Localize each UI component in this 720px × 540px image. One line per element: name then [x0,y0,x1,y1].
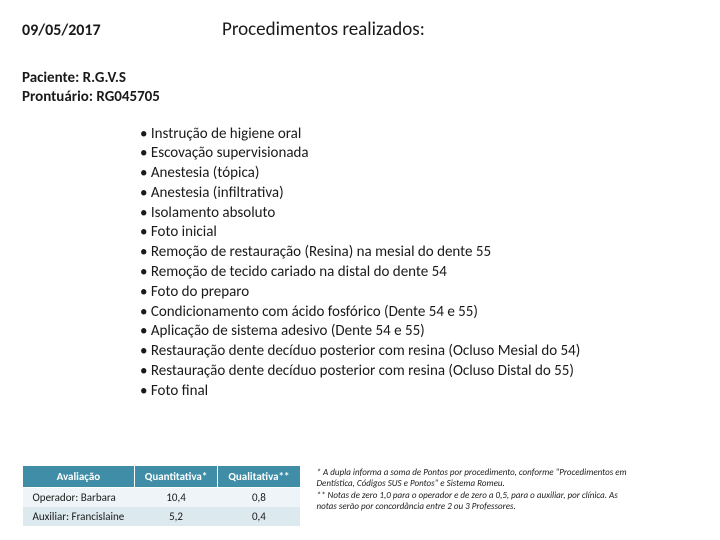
col-header: Avaliação [23,466,135,488]
cell: 10,4 [134,488,218,508]
footnote-1: * A dupla informa a soma de Pontos por p… [317,467,637,490]
list-item: Remoção de restauração (Resina) na mesia… [140,243,698,263]
evaluation-table: Avaliação Quantitativa* Qualitativa** Op… [22,465,301,526]
list-item: Escovação supervisionada [140,144,698,164]
table-row: Operador: Barbara 10,4 0,8 [23,488,301,508]
list-item: Restauração dente decíduo posterior com … [140,342,698,362]
table-row: Auxiliar: Francislaine 5,2 0,4 [23,507,301,526]
patient-record: Prontuário: RG045705 [22,88,698,107]
patient-name: Paciente: R.G.V.S [22,69,698,88]
list-item: Foto inicial [140,223,698,243]
page-title: Procedimentos realizados: [222,18,425,41]
patient-block: Paciente: R.G.V.S Prontuário: RG045705 [22,69,698,107]
date: 09/05/2017 [22,21,222,40]
list-item: Remoção de tecido cariado na distal do d… [140,263,698,283]
bottom-row: Avaliação Quantitativa* Qualitativa** Op… [22,465,698,526]
list-item: Condicionamento com ácido fosfórico (Den… [140,303,698,323]
list-item: Foto final [140,382,698,402]
list-item: Isolamento absoluto [140,204,698,224]
header-row: 09/05/2017 Procedimentos realizados: [22,18,698,41]
footnotes: * A dupla informa a soma de Pontos por p… [317,465,637,512]
list-item: Restauração dente decíduo posterior com … [140,362,698,382]
col-header: Qualitativa** [218,466,300,488]
col-header: Quantitativa* [134,466,218,488]
footnote-2: ** Notas de zero 1,0 para o operador e d… [317,490,637,513]
cell: Auxiliar: Francislaine [23,507,135,526]
list-item: Aplicação de sistema adesivo (Dente 54 e… [140,322,698,342]
cell: 0,4 [218,507,300,526]
list-item: Anestesia (infiltrativa) [140,184,698,204]
cell: 0,8 [218,488,300,508]
procedure-list: Instrução de higiene oral Escovação supe… [140,125,698,402]
cell: 5,2 [134,507,218,526]
list-item: Foto do preparo [140,283,698,303]
cell: Operador: Barbara [23,488,135,508]
list-item: Instrução de higiene oral [140,125,698,145]
list-item: Anestesia (tópica) [140,164,698,184]
